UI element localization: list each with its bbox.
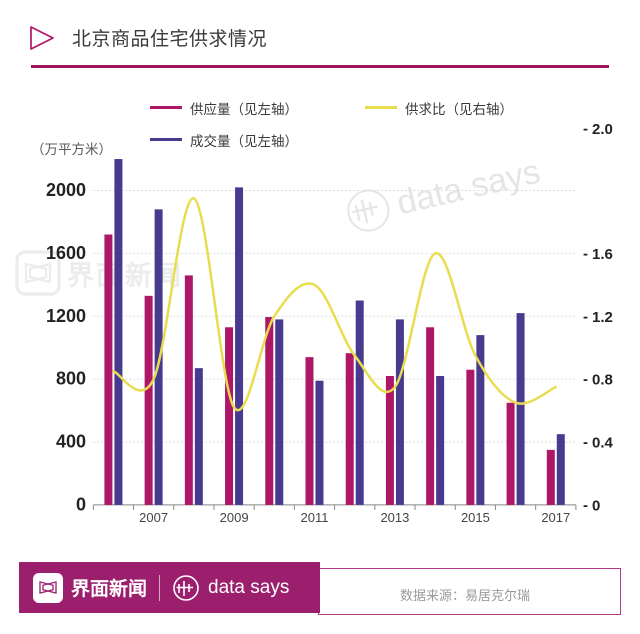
svg-text:1200: 1200 — [46, 306, 86, 326]
svg-text:2015: 2015 — [461, 510, 490, 525]
svg-text:0.8: 0.8 — [592, 372, 613, 389]
svg-text:2007: 2007 — [139, 510, 168, 525]
svg-text:-: - — [583, 121, 588, 138]
svg-text:2017: 2017 — [541, 510, 570, 525]
svg-text:-: - — [583, 497, 588, 514]
svg-text:2000: 2000 — [46, 180, 86, 200]
svg-text:-: - — [583, 308, 588, 325]
svg-text:-: - — [583, 434, 588, 451]
svg-text:0: 0 — [592, 497, 600, 514]
svg-text:1.6: 1.6 — [592, 246, 613, 263]
svg-text:-: - — [583, 246, 588, 263]
svg-text:-: - — [583, 371, 588, 388]
svg-text:2.0: 2.0 — [592, 121, 613, 138]
svg-text:1600: 1600 — [46, 243, 86, 263]
svg-text:0: 0 — [76, 494, 86, 514]
svg-text:800: 800 — [56, 369, 86, 389]
svg-text:2013: 2013 — [380, 510, 409, 525]
svg-text:400: 400 — [56, 432, 86, 452]
svg-text:0.4: 0.4 — [592, 435, 614, 452]
svg-text:2009: 2009 — [220, 510, 249, 525]
svg-text:2011: 2011 — [301, 510, 329, 525]
svg-text:1.2: 1.2 — [592, 309, 613, 326]
